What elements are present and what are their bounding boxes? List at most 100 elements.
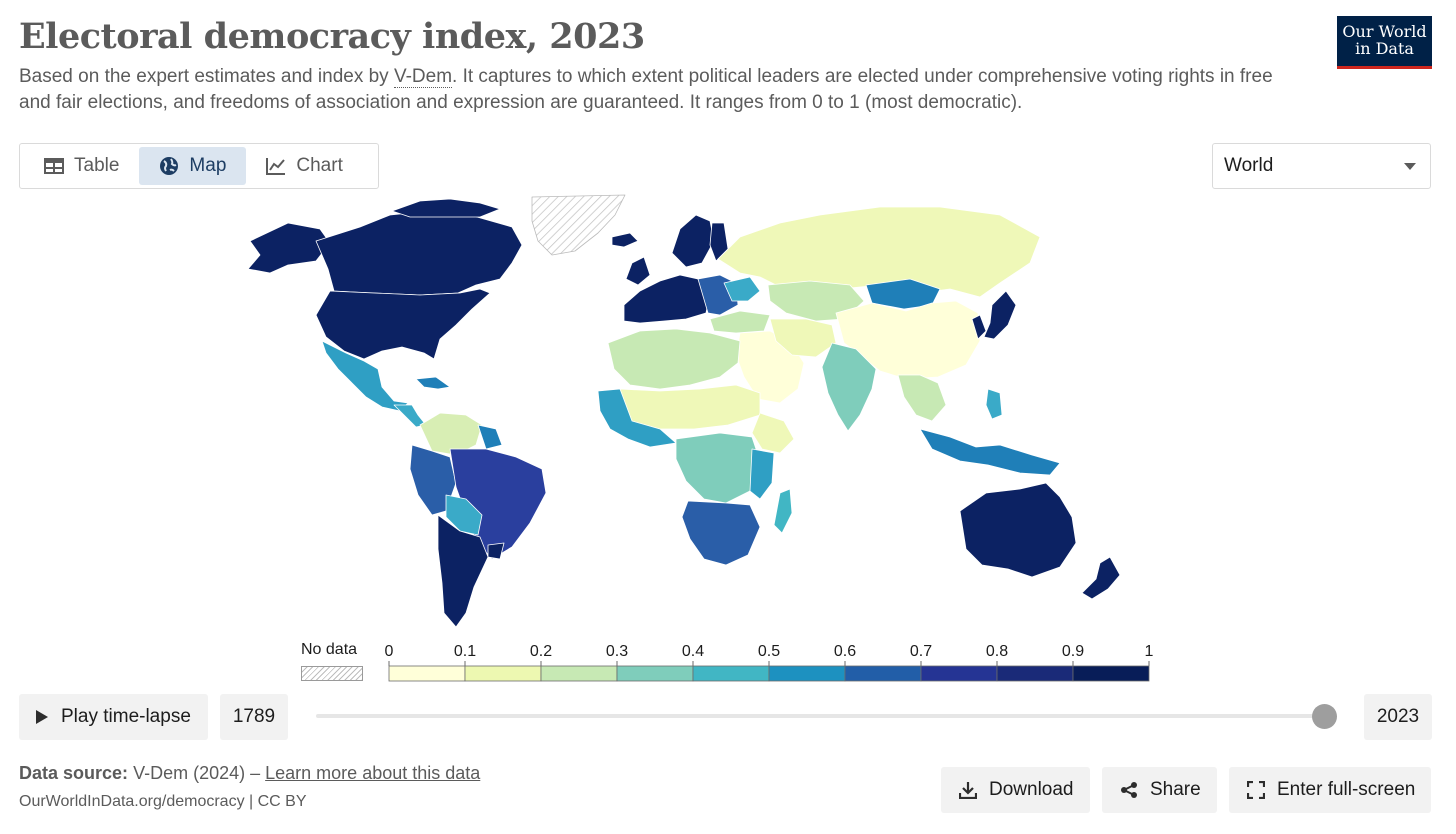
tab-map[interactable]: Map — [139, 147, 247, 185]
region-caribbean[interactable] — [415, 376, 451, 390]
legend-tick-label: 0.3 — [606, 643, 628, 660]
play-timelapse-button[interactable]: Play time-lapse — [19, 694, 208, 740]
region-select-value: World — [1224, 155, 1274, 176]
share-label: Share — [1150, 779, 1201, 800]
region-greenland[interactable] — [531, 194, 626, 256]
download-button[interactable]: Download — [941, 767, 1090, 813]
view-tabs: Table Map Chart — [19, 143, 379, 189]
region-select[interactable]: World — [1212, 143, 1431, 189]
tab-table[interactable]: Table — [24, 147, 139, 185]
play-timelapse-label: Play time-lapse — [61, 706, 191, 727]
legend-tick-label: 1 — [1145, 643, 1154, 660]
owid-url-license[interactable]: OurWorldInData.org/democracy | CC BY — [19, 793, 307, 810]
region-chile-argentina[interactable] — [437, 514, 489, 628]
timeline-handle[interactable] — [1312, 704, 1337, 729]
legend-tick-label: 0.1 — [454, 643, 476, 660]
legend-tick-label: 0.2 — [530, 643, 552, 660]
region-iceland[interactable] — [611, 232, 639, 248]
region-united-states[interactable] — [315, 288, 491, 360]
legend-bin-9[interactable] — [1072, 665, 1150, 682]
region-uruguay[interactable] — [487, 542, 505, 560]
region-bolivia-paraguay[interactable] — [445, 494, 483, 536]
region-southeast-asia[interactable] — [897, 374, 947, 422]
tab-chart-label: Chart — [296, 155, 343, 176]
region-central-africa[interactable] — [675, 432, 761, 504]
caret-down-icon — [1404, 162, 1416, 170]
legend-tick-label: 0.7 — [910, 643, 932, 660]
region-east-africa[interactable] — [749, 448, 775, 500]
globe-icon — [160, 157, 179, 175]
region-new-zealand[interactable] — [1081, 556, 1121, 600]
table-icon — [44, 158, 64, 174]
region-ukraine[interactable] — [723, 276, 761, 302]
region-sahel[interactable] — [619, 384, 761, 430]
region-indonesia[interactable] — [919, 428, 1061, 476]
legend-bin-1[interactable] — [464, 665, 542, 682]
fullscreen-label: Enter full-screen — [1277, 779, 1416, 800]
region-west-africa[interactable] — [597, 388, 677, 448]
line-chart-icon — [266, 158, 286, 175]
region-guianas[interactable] — [477, 424, 503, 450]
tab-table-label: Table — [74, 155, 120, 176]
region-north-africa[interactable] — [607, 328, 741, 390]
legend-no-data-label: No data — [301, 641, 358, 658]
region-canada[interactable] — [315, 210, 523, 296]
timeline-end-year[interactable]: 2023 — [1364, 694, 1432, 740]
tab-chart[interactable]: Chart — [246, 147, 362, 185]
timeline-start-year[interactable]: 1789 — [220, 694, 288, 740]
share-icon — [1121, 782, 1137, 798]
legend-tick-label: 0 — [385, 643, 394, 660]
tab-map-label: Map — [189, 155, 227, 176]
play-icon — [36, 710, 48, 724]
page-subtitle: Based on the expert estimates and index … — [19, 64, 1309, 116]
subtitle-text-end: . It captures to which extent political … — [19, 66, 1273, 113]
legend-bin-5[interactable] — [768, 665, 846, 682]
region-madagascar[interactable] — [773, 488, 793, 534]
region-australia[interactable] — [959, 482, 1077, 578]
download-icon — [959, 782, 977, 799]
legend-tick-label: 0.9 — [1062, 643, 1084, 660]
legend-bin-3[interactable] — [616, 665, 694, 682]
legend-tick-label: 0.8 — [986, 643, 1008, 660]
vdem-link[interactable]: V-Dem — [393, 66, 453, 88]
fullscreen-button[interactable]: Enter full-screen — [1229, 767, 1431, 813]
logo-line-2: in Data — [1355, 39, 1414, 58]
learn-more-link[interactable]: Learn more about this data — [265, 763, 481, 783]
legend-color-scale: 0 0.1 0.2 0.3 0.4 0.5 0.6 0.7 0.8 0.9 1 — [385, 643, 1154, 682]
world-choropleth-map[interactable] — [120, 193, 1180, 635]
legend-bin-6[interactable] — [844, 665, 922, 682]
legend-tick-label: 0.5 — [758, 643, 780, 660]
region-central-america[interactable] — [393, 404, 427, 428]
region-alaska[interactable] — [247, 222, 331, 274]
region-southern-africa[interactable] — [681, 500, 761, 566]
region-uk-ireland[interactable] — [625, 256, 651, 286]
expand-icon — [1247, 781, 1265, 799]
region-iran-afghanistan[interactable] — [769, 318, 837, 358]
region-south-asia[interactable] — [821, 342, 877, 432]
logo-line-1: Our World — [1342, 22, 1427, 41]
region-philippines[interactable] — [985, 388, 1003, 420]
subtitle-text-start: Based on the expert estimates and index … — [19, 66, 394, 87]
legend-tick-label: 0.4 — [682, 643, 704, 660]
region-venezuela-colombia[interactable] — [419, 412, 483, 456]
region-korea[interactable] — [971, 314, 987, 340]
region-canada-islands[interactable] — [391, 198, 501, 218]
region-scandinavia[interactable] — [671, 214, 715, 268]
timeline-track[interactable] — [316, 714, 1336, 718]
data-source-label: Data source: — [19, 763, 129, 783]
legend-bin-2[interactable] — [540, 665, 618, 682]
data-source: Data source: V-Dem (2024) – Learn more a… — [19, 763, 480, 784]
data-source-text: V-Dem (2024) – — [133, 763, 261, 783]
download-label: Download — [989, 779, 1074, 800]
legend-bin-4[interactable] — [692, 665, 770, 682]
share-button[interactable]: Share — [1102, 767, 1217, 813]
legend-tick-label: 0.6 — [834, 643, 856, 660]
legend-bin-0[interactable] — [388, 665, 466, 682]
owid-logo[interactable]: Our World in Data — [1337, 16, 1432, 69]
page-title: Electoral democracy index, 2023 — [19, 16, 645, 57]
legend-bin-7[interactable] — [920, 665, 998, 682]
legend-no-data-swatch[interactable] — [301, 666, 363, 681]
region-japan[interactable] — [983, 290, 1017, 340]
legend-bin-8[interactable] — [996, 665, 1074, 682]
region-horn-of-africa[interactable] — [751, 412, 795, 454]
